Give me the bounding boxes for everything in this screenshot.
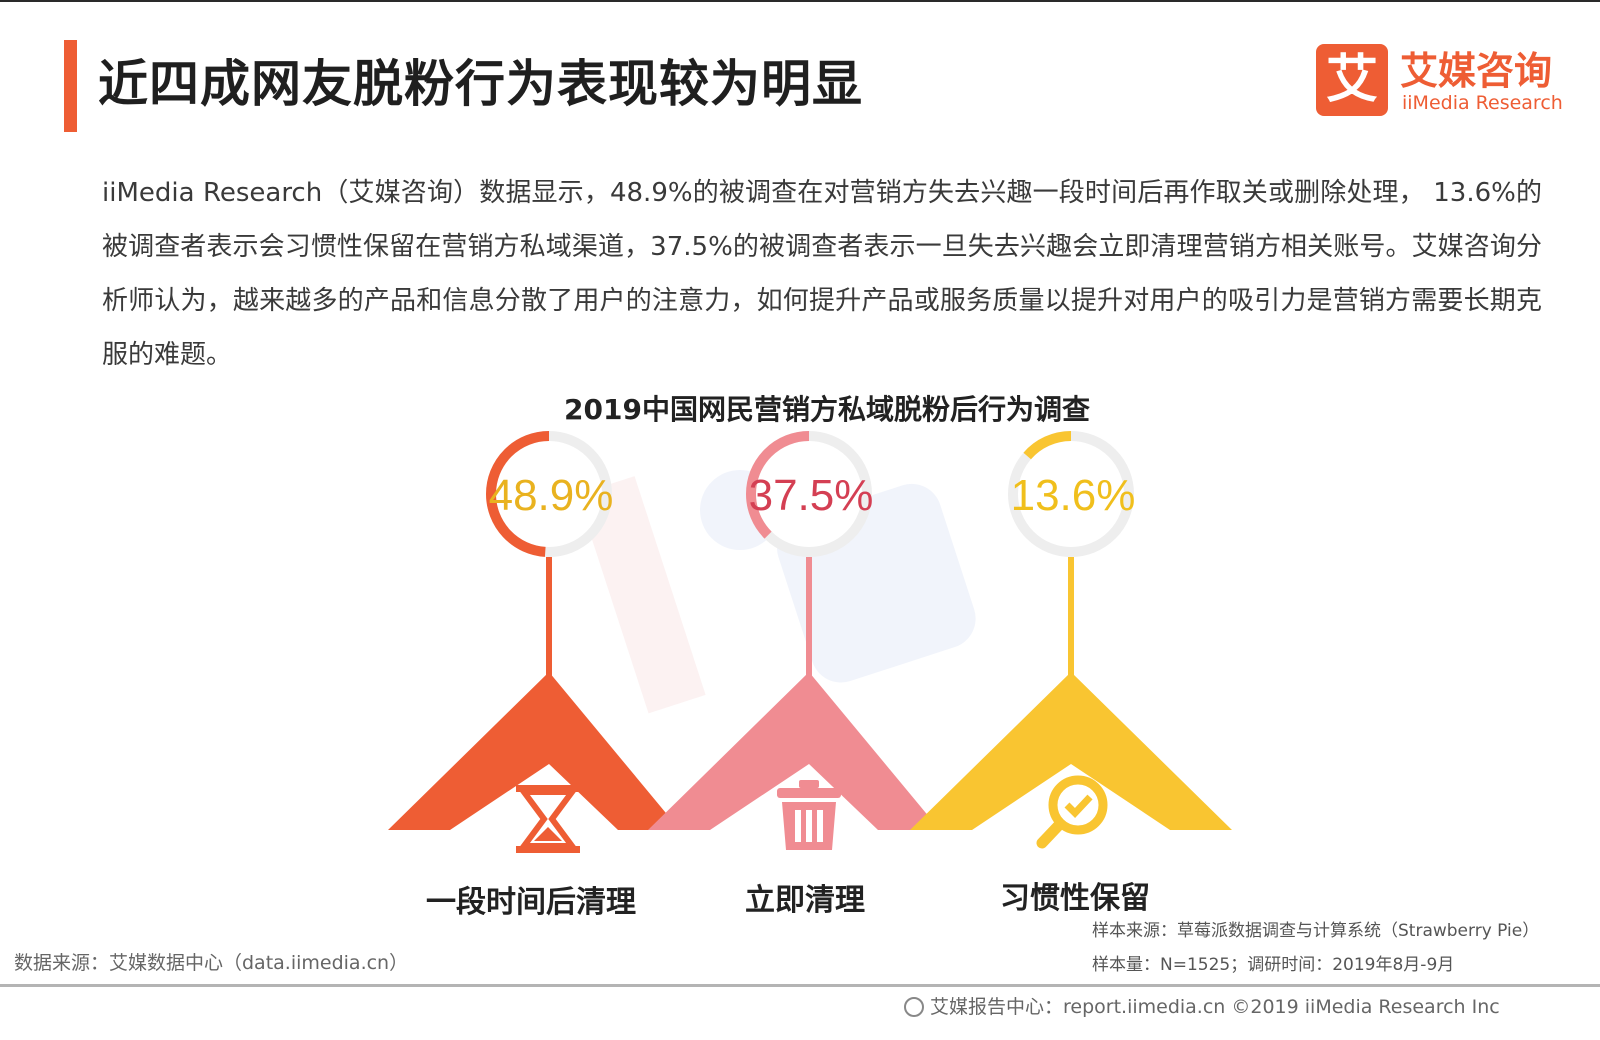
- search-check-icon-handle: [1036, 818, 1066, 849]
- value-label-0: 48.9%: [489, 471, 614, 520]
- hourglass-icon: [516, 785, 580, 792]
- search-check-icon-tick: [1064, 794, 1093, 819]
- trash-icon-lid: [777, 788, 841, 798]
- description-paragraph: iiMedia Research（艾媒咨询）数据显示，48.9%的被调查在对营销…: [102, 178, 1542, 370]
- chevron-0: [388, 672, 680, 830]
- ring-value-arc-0: [486, 431, 612, 557]
- value-label-1: 37.5%: [749, 471, 874, 520]
- logo-mark-icon: 艾: [1316, 44, 1388, 116]
- footer: 艾媒报告中心：report.iimedia.cn ©2019 iiMedia R…: [904, 992, 1500, 1019]
- category-label-1: 立即清理: [745, 883, 865, 918]
- hourglass-icon-base: [516, 846, 580, 853]
- trash-icon-slot-2: [817, 810, 823, 842]
- sample-source-note: 样本来源：草莓派数据调查与计算系统（Strawberry Pie）: [1092, 921, 1540, 941]
- chart-title: 2019中国网民营销方私域脱粉后行为调查: [564, 393, 1090, 426]
- trash-icon: [799, 780, 819, 788]
- title-accent-bar: [64, 40, 77, 132]
- globe-icon: [904, 997, 924, 1017]
- bottom-rule: [0, 984, 1600, 987]
- category-label-0: 一段时间后清理: [426, 885, 636, 920]
- category-label-2: 习惯性保留: [1000, 881, 1150, 916]
- page-title: 近四成网友脱粉行为表现较为明显: [98, 55, 863, 113]
- ring-value-arc-2: [1008, 431, 1134, 557]
- ring-value-arc-1: [746, 431, 872, 557]
- trash-icon-slot-1: [806, 810, 812, 842]
- top-rule: [0, 0, 1600, 2]
- trash-icon-slot-0: [795, 810, 801, 842]
- footer-text: 艾媒报告中心：report.iimedia.cn ©2019 iiMedia R…: [930, 996, 1500, 1018]
- sample-size-note: 样本量：N=1525；调研时间：2019年8月-9月: [1092, 955, 1455, 975]
- value-label-2: 13.6%: [1011, 471, 1136, 520]
- iimedia-logo: 艾 艾媒咨询 iiMedia Research: [1316, 44, 1568, 120]
- chevron-1: [648, 672, 940, 830]
- hourglass-icon-sand: [534, 827, 562, 841]
- chevron-2: [910, 672, 1232, 830]
- hourglass-icon-body: [518, 789, 578, 849]
- data-source: 数据来源：艾媒数据中心（data.iimedia.cn）: [14, 952, 409, 974]
- logo-english-name: iiMedia Research: [1402, 92, 1563, 114]
- logo-chinese-name: 艾媒咨询: [1400, 49, 1553, 93]
